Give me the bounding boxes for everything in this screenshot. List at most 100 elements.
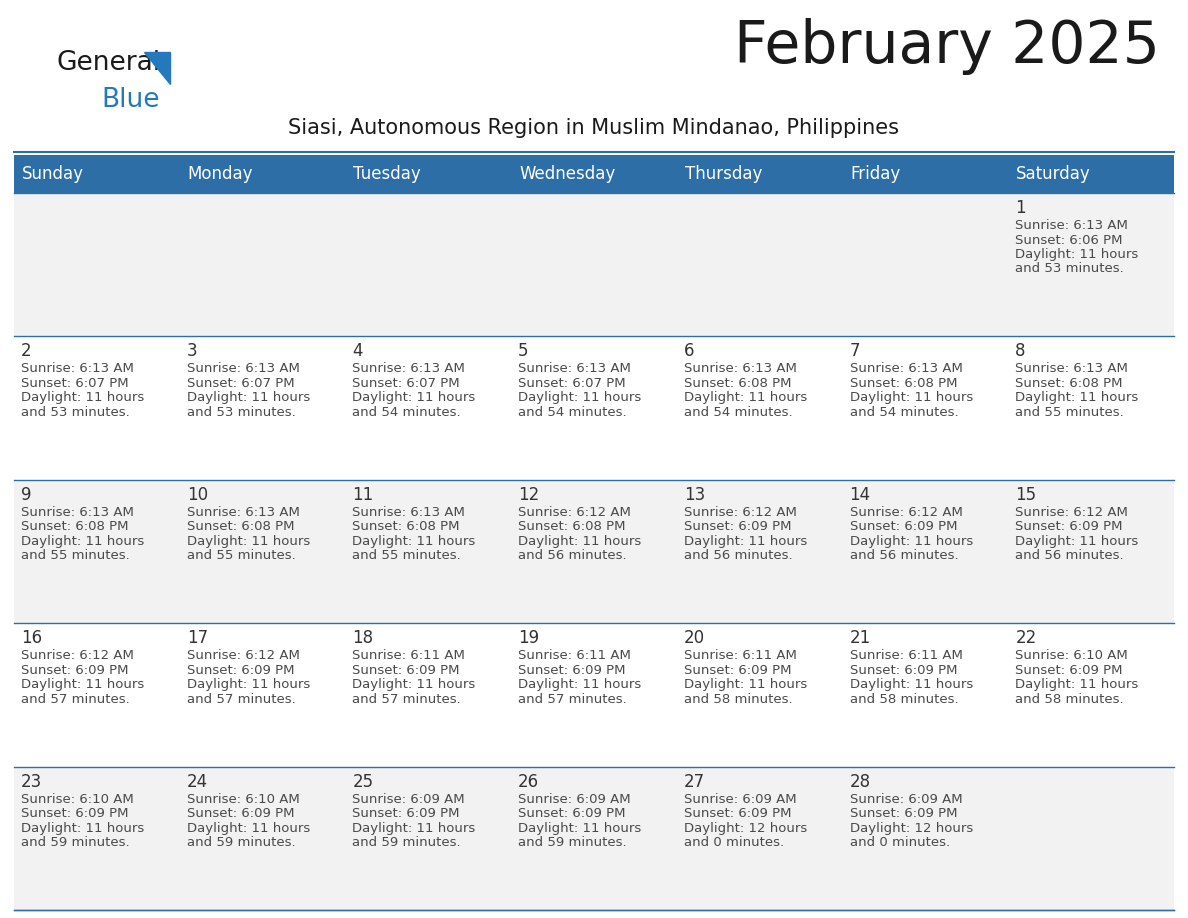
Bar <box>179 480 346 623</box>
Text: Sunset: 6:06 PM: Sunset: 6:06 PM <box>1016 233 1123 247</box>
Text: Sunrise: 6:12 AM: Sunrise: 6:12 AM <box>1016 506 1129 519</box>
Text: Sunset: 6:09 PM: Sunset: 6:09 PM <box>353 807 460 820</box>
Text: 27: 27 <box>684 773 704 790</box>
Text: Sunset: 6:09 PM: Sunset: 6:09 PM <box>684 664 791 677</box>
Text: 14: 14 <box>849 486 871 504</box>
Text: and 58 minutes.: and 58 minutes. <box>684 693 792 706</box>
Text: Sunrise: 6:11 AM: Sunrise: 6:11 AM <box>518 649 631 662</box>
Text: 7: 7 <box>849 342 860 361</box>
Text: and 56 minutes.: and 56 minutes. <box>1016 549 1124 563</box>
Text: Daylight: 11 hours: Daylight: 11 hours <box>684 678 807 691</box>
Text: 26: 26 <box>518 773 539 790</box>
Bar <box>842 480 1009 623</box>
Text: Sunrise: 6:13 AM: Sunrise: 6:13 AM <box>353 363 466 375</box>
Text: and 57 minutes.: and 57 minutes. <box>187 693 296 706</box>
Text: Thursday: Thursday <box>684 165 763 183</box>
Text: Daylight: 11 hours: Daylight: 11 hours <box>849 678 973 691</box>
Bar <box>1009 336 1174 480</box>
Text: Daylight: 11 hours: Daylight: 11 hours <box>849 535 973 548</box>
Text: 13: 13 <box>684 486 706 504</box>
Text: Daylight: 11 hours: Daylight: 11 hours <box>353 822 475 834</box>
Text: Daylight: 12 hours: Daylight: 12 hours <box>849 822 973 834</box>
Bar <box>511 623 677 767</box>
Text: Daylight: 11 hours: Daylight: 11 hours <box>684 535 807 548</box>
Text: 18: 18 <box>353 629 373 647</box>
Text: Sunset: 6:08 PM: Sunset: 6:08 PM <box>21 521 128 533</box>
Text: and 53 minutes.: and 53 minutes. <box>21 406 129 419</box>
Text: Sunrise: 6:09 AM: Sunrise: 6:09 AM <box>684 792 796 806</box>
Text: Sunrise: 6:12 AM: Sunrise: 6:12 AM <box>684 506 797 519</box>
Bar <box>1009 193 1174 336</box>
Bar <box>14 767 179 910</box>
Text: Sunrise: 6:12 AM: Sunrise: 6:12 AM <box>518 506 631 519</box>
Text: 22: 22 <box>1016 629 1037 647</box>
Text: Sunrise: 6:12 AM: Sunrise: 6:12 AM <box>849 506 962 519</box>
Text: Sunset: 6:08 PM: Sunset: 6:08 PM <box>353 521 460 533</box>
Text: and 0 minutes.: and 0 minutes. <box>849 836 949 849</box>
Bar <box>842 155 1009 193</box>
Text: Sunset: 6:09 PM: Sunset: 6:09 PM <box>21 664 128 677</box>
Text: and 53 minutes.: and 53 minutes. <box>1016 263 1124 275</box>
Text: Friday: Friday <box>851 165 901 183</box>
Text: February 2025: February 2025 <box>734 18 1159 75</box>
Bar <box>179 336 346 480</box>
Bar <box>677 480 842 623</box>
Text: Daylight: 11 hours: Daylight: 11 hours <box>1016 248 1138 261</box>
Text: Sunset: 6:08 PM: Sunset: 6:08 PM <box>518 521 626 533</box>
Text: Tuesday: Tuesday <box>353 165 422 183</box>
Text: Daylight: 11 hours: Daylight: 11 hours <box>684 391 807 405</box>
Bar <box>1009 155 1174 193</box>
Text: Sunset: 6:09 PM: Sunset: 6:09 PM <box>518 664 626 677</box>
Text: and 54 minutes.: and 54 minutes. <box>849 406 959 419</box>
Bar <box>511 155 677 193</box>
Text: Sunset: 6:07 PM: Sunset: 6:07 PM <box>518 377 626 390</box>
Text: Sunset: 6:09 PM: Sunset: 6:09 PM <box>1016 521 1123 533</box>
Bar <box>511 767 677 910</box>
Text: 2: 2 <box>21 342 32 361</box>
Text: and 0 minutes.: and 0 minutes. <box>684 836 784 849</box>
Bar <box>179 767 346 910</box>
Text: General: General <box>57 50 162 76</box>
Text: Sunrise: 6:09 AM: Sunrise: 6:09 AM <box>849 792 962 806</box>
Bar <box>842 336 1009 480</box>
Bar <box>179 193 346 336</box>
Text: Daylight: 11 hours: Daylight: 11 hours <box>353 391 475 405</box>
Text: and 59 minutes.: and 59 minutes. <box>353 836 461 849</box>
Text: Sunset: 6:09 PM: Sunset: 6:09 PM <box>849 664 958 677</box>
Text: Monday: Monday <box>188 165 253 183</box>
Text: Sunset: 6:09 PM: Sunset: 6:09 PM <box>1016 664 1123 677</box>
Text: and 55 minutes.: and 55 minutes. <box>1016 406 1124 419</box>
Text: and 55 minutes.: and 55 minutes. <box>353 549 461 563</box>
Bar <box>14 155 179 193</box>
Text: Sunrise: 6:13 AM: Sunrise: 6:13 AM <box>1016 363 1129 375</box>
Bar <box>346 336 511 480</box>
Bar <box>14 193 179 336</box>
Bar <box>346 767 511 910</box>
Text: 20: 20 <box>684 629 704 647</box>
Text: Sunrise: 6:13 AM: Sunrise: 6:13 AM <box>21 506 134 519</box>
Text: Sunrise: 6:11 AM: Sunrise: 6:11 AM <box>353 649 466 662</box>
Bar <box>511 480 677 623</box>
Text: Sunrise: 6:13 AM: Sunrise: 6:13 AM <box>684 363 797 375</box>
Text: Sunset: 6:09 PM: Sunset: 6:09 PM <box>684 521 791 533</box>
Text: and 53 minutes.: and 53 minutes. <box>187 406 296 419</box>
Text: Sunrise: 6:13 AM: Sunrise: 6:13 AM <box>21 363 134 375</box>
Text: 25: 25 <box>353 773 373 790</box>
Text: 19: 19 <box>518 629 539 647</box>
Text: and 57 minutes.: and 57 minutes. <box>518 693 627 706</box>
Text: 4: 4 <box>353 342 362 361</box>
Text: and 54 minutes.: and 54 minutes. <box>684 406 792 419</box>
Text: Sunset: 6:09 PM: Sunset: 6:09 PM <box>353 664 460 677</box>
Text: Sunrise: 6:13 AM: Sunrise: 6:13 AM <box>518 363 631 375</box>
Bar <box>677 767 842 910</box>
Bar <box>14 623 179 767</box>
Text: Sunset: 6:08 PM: Sunset: 6:08 PM <box>187 521 295 533</box>
Text: Sunrise: 6:10 AM: Sunrise: 6:10 AM <box>21 792 134 806</box>
Text: Sunset: 6:08 PM: Sunset: 6:08 PM <box>1016 377 1123 390</box>
Text: 6: 6 <box>684 342 694 361</box>
Text: and 55 minutes.: and 55 minutes. <box>21 549 129 563</box>
Text: Sunset: 6:07 PM: Sunset: 6:07 PM <box>187 377 295 390</box>
Text: and 58 minutes.: and 58 minutes. <box>849 693 959 706</box>
Text: Sunset: 6:09 PM: Sunset: 6:09 PM <box>187 664 295 677</box>
Text: and 57 minutes.: and 57 minutes. <box>353 693 461 706</box>
